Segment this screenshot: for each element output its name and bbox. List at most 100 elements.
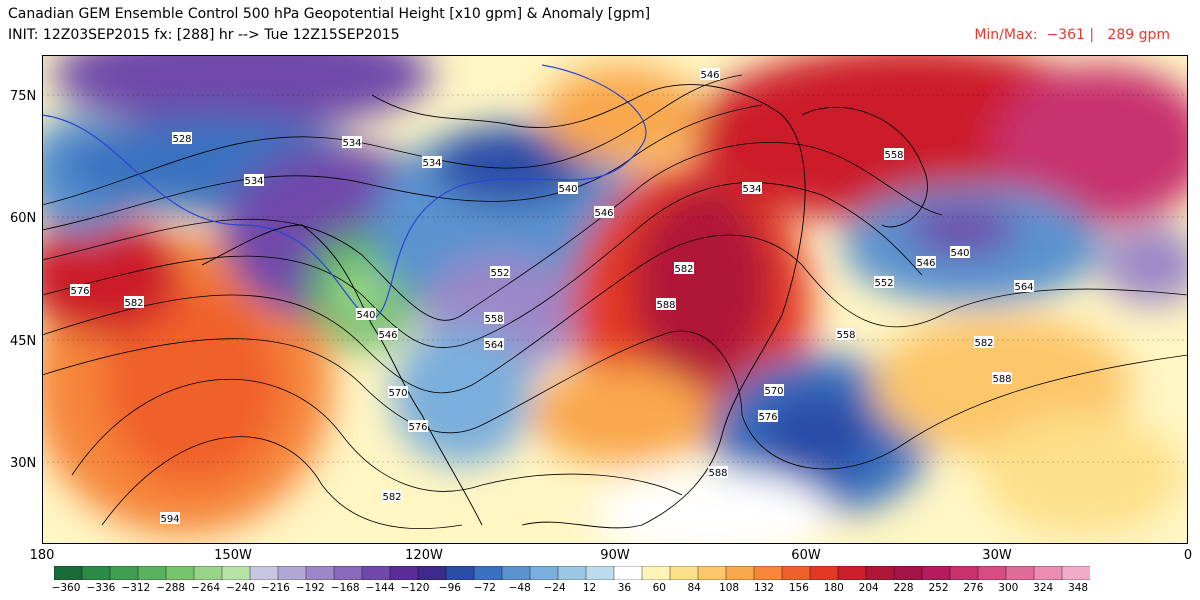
colorbar-swatch — [865, 566, 895, 580]
contour-label: 588 — [656, 298, 676, 311]
contour-label: 546 — [378, 328, 398, 341]
lat-label: 75N — [10, 89, 37, 104]
colorbar-label: −144 — [365, 582, 395, 594]
lon-label: 30W — [982, 548, 1012, 563]
contour-label-text: 552 — [490, 268, 509, 279]
colorbar-label: 276 — [963, 582, 984, 594]
colorbar-swatch — [165, 566, 195, 580]
contour-label-text: 558 — [884, 150, 903, 161]
contour-label-text: 576 — [758, 412, 777, 423]
contour-label-text: 546 — [700, 70, 719, 81]
contour-label: 564 — [484, 338, 504, 351]
contour-label: 582 — [382, 490, 402, 503]
colorbar-swatch — [613, 566, 643, 580]
lat-label: 30N — [10, 456, 37, 471]
colorbar-swatch — [221, 566, 251, 580]
colorbar-swatch — [445, 566, 475, 580]
contour-label: 546 — [700, 68, 720, 81]
colorbar-label: 12 — [582, 582, 597, 594]
contour-label: 594 — [160, 512, 180, 525]
colorbar-label: −48 — [508, 582, 531, 594]
lon-label: 120W — [405, 548, 443, 563]
colorbar-label: −336 — [86, 582, 116, 594]
colorbar-swatch — [977, 566, 1007, 580]
colorbar-label: −168 — [330, 582, 360, 594]
contour-label: 534 — [422, 156, 442, 169]
contour-label: 576 — [70, 284, 90, 297]
contour-label: 582 — [124, 296, 144, 309]
colorbar-swatch — [697, 566, 727, 580]
colorbar-label: 132 — [753, 582, 775, 594]
contour-label: 570 — [764, 384, 784, 397]
reference-contour — [42, 64, 647, 321]
contour-label-text: 582 — [124, 298, 143, 309]
contour-label: 540 — [950, 246, 970, 259]
colorbar-swatch — [529, 566, 559, 580]
contour-label: 546 — [594, 206, 614, 219]
anomaly-colorbar — [54, 566, 1090, 580]
contour-label-text: 546 — [594, 208, 613, 219]
contour-label-text: 534 — [244, 176, 263, 187]
colorbar-label: −360 — [51, 582, 81, 594]
contour-label: 558 — [836, 328, 856, 341]
colorbar-swatch — [921, 566, 951, 580]
contour-label: 576 — [758, 410, 778, 423]
colorbar-swatch — [753, 566, 783, 580]
contour-label: 528 — [172, 132, 192, 145]
contour-label: 534 — [244, 174, 264, 187]
colorbar-label: 204 — [858, 582, 879, 594]
colorbar-label: 348 — [1068, 582, 1089, 594]
lon-label: 90W — [600, 548, 630, 563]
colorbar-swatch — [837, 566, 867, 580]
colorbar-label: −216 — [260, 582, 290, 594]
colorbar-swatch — [389, 566, 419, 580]
colorbar-label: 228 — [893, 582, 914, 594]
colorbar-label: 300 — [998, 582, 1019, 594]
colorbar-label: 84 — [687, 582, 701, 594]
map-border — [42, 55, 1188, 544]
lat-label: 45N — [10, 334, 37, 349]
colorbar-label: 36 — [617, 582, 632, 594]
lon-label: 180 — [29, 548, 55, 563]
contour-label-text: 540 — [356, 310, 375, 321]
contour-label-text: 564 — [1014, 282, 1033, 293]
lon-label: 0 — [1183, 548, 1193, 563]
colorbar-label: 60 — [652, 582, 666, 594]
colorbar-label: −240 — [226, 582, 255, 594]
contour-label: 564 — [1014, 280, 1034, 293]
colorbar-swatch — [557, 566, 587, 580]
contour-label-text: 528 — [172, 134, 191, 145]
graticule — [42, 94, 1188, 463]
colorbar-swatch — [109, 566, 139, 580]
contour-label-text: 546 — [916, 258, 935, 269]
height-contours — [42, 74, 1188, 530]
contour-label: 588 — [708, 466, 728, 479]
coastlines — [201, 84, 928, 529]
colorbar-label: 180 — [823, 582, 844, 594]
lon-label: 60W — [791, 548, 821, 563]
chart-title: Canadian GEM Ensemble Control 500 hPa Ge… — [8, 6, 651, 22]
colorbar-swatch — [809, 566, 839, 580]
colorbar-swatch — [193, 566, 223, 580]
contour-label: 540 — [356, 308, 376, 321]
contour-label-text: 558 — [484, 314, 503, 325]
contour-label-text: 588 — [708, 468, 727, 479]
colorbar-label: −312 — [121, 582, 151, 594]
colorbar-swatch — [305, 566, 335, 580]
colorbar-label: −288 — [156, 582, 186, 594]
colorbar-swatch — [1005, 566, 1035, 580]
contour-label: 540 — [558, 182, 578, 195]
colorbar-swatch — [725, 566, 755, 580]
contour-label-text: 564 — [484, 340, 503, 351]
colorbar-label: 108 — [719, 582, 740, 594]
colorbar-label: 252 — [928, 582, 949, 594]
colorbar-label: −120 — [400, 582, 430, 594]
colorbar-swatch — [333, 566, 363, 580]
colorbar-label: −192 — [295, 582, 325, 594]
weather-map[interactable]: 546 528 534 534 534 558 534 540 546 540 546 552 564 5… — [42, 55, 1188, 544]
colorbar-swatch — [1061, 566, 1090, 580]
contour-label-text: 540 — [558, 184, 577, 195]
contour-label-text: 576 — [70, 286, 89, 297]
colorbar-swatch — [54, 566, 83, 580]
